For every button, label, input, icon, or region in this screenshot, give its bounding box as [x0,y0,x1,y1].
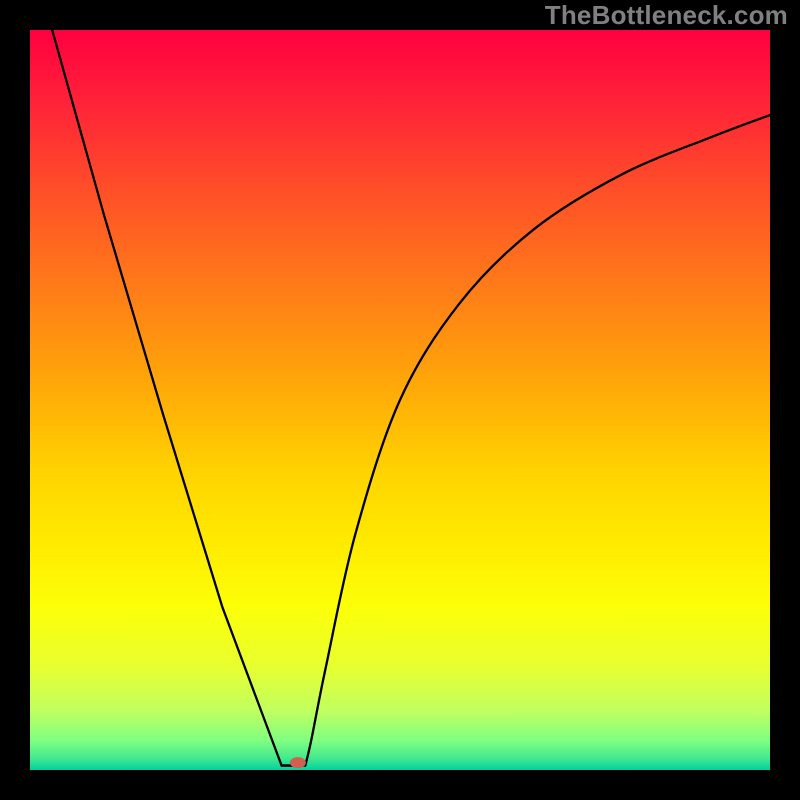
bottleneck-marker [290,757,306,768]
bottleneck-curve-chart [0,0,800,800]
chart-container: TheBottleneck.com [0,0,800,800]
watermark-text: TheBottleneck.com [545,0,788,31]
